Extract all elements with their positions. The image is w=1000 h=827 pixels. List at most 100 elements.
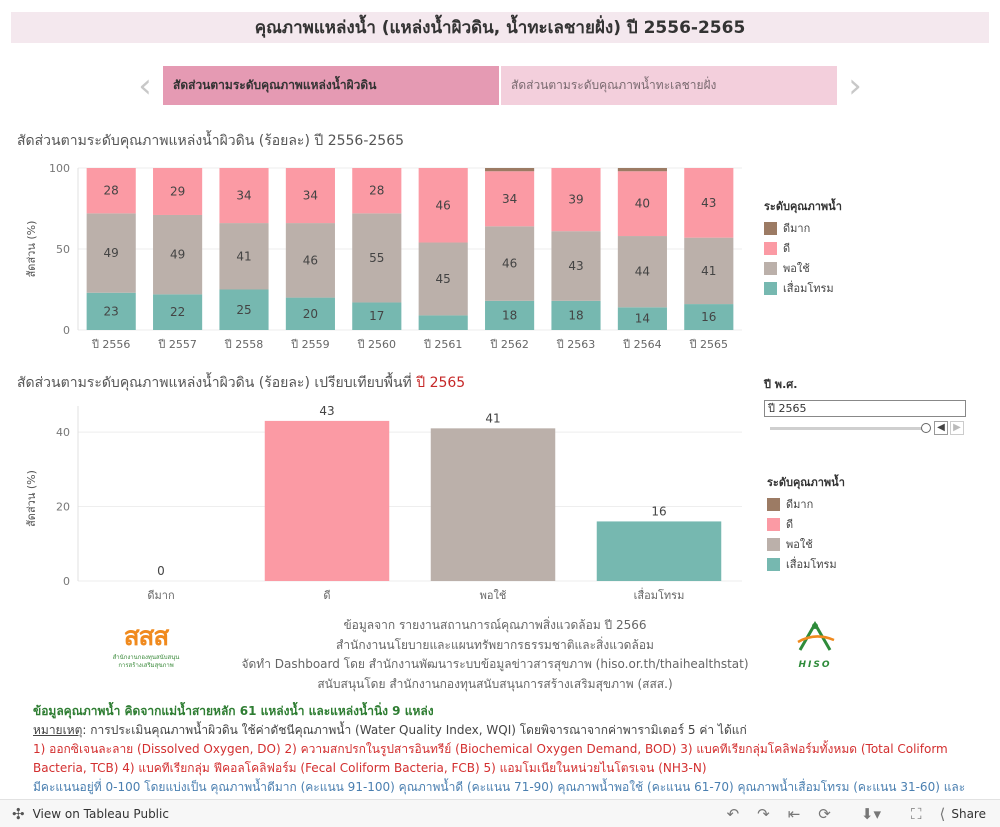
legend-item-poor[interactable]: เสื่อมโทรม bbox=[764, 278, 884, 298]
bar-segment bbox=[352, 302, 402, 330]
caret-left-icon[interactable]: ◀ bbox=[934, 421, 948, 435]
data-label: 39 bbox=[568, 193, 583, 207]
data-label: 43 bbox=[701, 196, 716, 210]
data-label: 29 bbox=[170, 184, 185, 198]
legend-label: พอใช้ bbox=[783, 262, 810, 275]
notes-score-ranges: มีคะแนนอยู่ที่ 0-100 โดยแบ่งเป็น คุณภาพน… bbox=[33, 780, 966, 794]
data-label: 25 bbox=[236, 303, 251, 317]
bar-segment bbox=[285, 297, 335, 330]
bar-segment bbox=[285, 168, 335, 224]
legend-item-fair[interactable]: พอใช้ bbox=[767, 534, 887, 554]
bar-segment bbox=[617, 168, 667, 172]
hiso-logo: HISO bbox=[790, 620, 840, 670]
data-label: 43 bbox=[319, 404, 334, 418]
legend-swatch bbox=[767, 497, 780, 511]
data-label: 49 bbox=[104, 246, 119, 260]
x-tick-label: ปี 2563 bbox=[556, 338, 596, 351]
bar-segment bbox=[352, 213, 402, 303]
notes-block: ข้อมูลคุณภาพน้ำ คิดจากแม่น้ำสายหลัก 61 แ… bbox=[33, 702, 973, 796]
thaihealth-logo: สสส สำนักงานกองทุนสนับสนุน การสร้างเสริม… bbox=[110, 620, 182, 680]
dashboard-title-bar: คุณภาพแหล่งน้ำ (แหล่งน้ำผิวดิน, น้ำทะเลช… bbox=[11, 12, 989, 43]
bar-segment bbox=[551, 300, 601, 330]
chevron-right-icon[interactable]: › bbox=[848, 66, 862, 106]
legend-item-good[interactable]: ดี bbox=[767, 514, 887, 534]
data-label: 55 bbox=[369, 251, 384, 265]
chevron-left-icon[interactable]: ‹ bbox=[138, 66, 152, 106]
legend-item-fair[interactable]: พอใช้ bbox=[764, 258, 884, 278]
share-icon[interactable]: ⟨ bbox=[939, 804, 946, 823]
stacked-bar-chart[interactable]: 0 50 100 สัดส่วน (%) 23 49 28 ปี 2556 22 49 29 ปี 2… bbox=[0, 150, 760, 360]
bar-segment bbox=[153, 294, 203, 330]
legend-swatch bbox=[767, 537, 780, 551]
view-on-tableau-link[interactable]: View on Tableau Public bbox=[32, 806, 169, 821]
dashboard-title: คุณภาพแหล่งน้ำ (แหล่งน้ำผิวดิน, น้ำทะเลช… bbox=[254, 18, 746, 38]
tab-surface-water[interactable]: สัดส่วนตามระดับคุณภาพแหล่งน้ำผิวดิน bbox=[163, 66, 499, 105]
bar-segment bbox=[219, 168, 269, 224]
chart1-title: สัดส่วนตามระดับคุณภาพแหล่งน้ำผิวดิน (ร้อ… bbox=[17, 133, 405, 149]
bar-segment bbox=[86, 213, 136, 293]
bar-chart-by-level[interactable]: 0 20 40 สัดส่วน (%) 0 ดีมาก 43 ดี 41 พอใช้ 16 เสื่อ… bbox=[0, 400, 760, 610]
legend-item-poor[interactable]: เสื่อมโทรม bbox=[767, 554, 887, 574]
hiso-logo-mark-icon bbox=[797, 620, 835, 651]
data-label: 41 bbox=[701, 264, 716, 278]
download-icon[interactable]: ⬇▾ bbox=[860, 804, 881, 823]
data-label: 16 bbox=[651, 504, 666, 518]
bar-segment bbox=[551, 231, 601, 301]
notes-data-scope: ข้อมูลคุณภาพน้ำ คิดจากแม่น้ำสายหลัก 61 แ… bbox=[33, 704, 434, 718]
year-slider-handle[interactable] bbox=[921, 423, 931, 433]
tableau-logo-icon[interactable]: ✣ bbox=[12, 804, 25, 823]
bar-segment bbox=[219, 289, 269, 330]
bar-segment bbox=[418, 315, 468, 330]
bar-segment bbox=[86, 292, 136, 330]
bar-segment bbox=[285, 223, 335, 298]
legend-swatch bbox=[767, 557, 780, 571]
revert-icon[interactable]: ⇤ bbox=[787, 804, 801, 823]
data-label: 41 bbox=[485, 411, 500, 425]
bar-segment bbox=[153, 214, 203, 295]
y-tick-label: 40 bbox=[56, 426, 70, 439]
data-label: 45 bbox=[436, 272, 451, 286]
undo-icon[interactable]: ↶ bbox=[726, 804, 740, 823]
legend-swatch bbox=[764, 281, 777, 295]
refresh-icon[interactable]: ⟳ bbox=[818, 804, 831, 823]
credit-producer[interactable]: จัดทำ Dashboard โดย สำนักงานพัฒนาระบบข้อ… bbox=[241, 657, 749, 671]
x-tick-label: ปี 2561 bbox=[423, 338, 463, 351]
bar-segment bbox=[485, 300, 535, 330]
notes-parameters-1: 1) ออกซิเจนละลาย (Dissolved Oxygen, DO) … bbox=[33, 742, 948, 756]
data-label: 46 bbox=[436, 198, 451, 212]
notes-remark-text: : การประเมินคุณภาพน้ำผิวดิน ใช้ค่าดัชนีค… bbox=[82, 723, 747, 737]
legend-item-good[interactable]: ดี bbox=[764, 238, 884, 258]
x-tick-label: ปี 2562 bbox=[489, 338, 529, 351]
data-label: 18 bbox=[568, 308, 583, 322]
legend-swatch bbox=[764, 261, 777, 275]
year-slider-track[interactable] bbox=[770, 427, 926, 430]
y-tick-label: 100 bbox=[49, 162, 70, 175]
share-button[interactable]: Share bbox=[951, 806, 986, 821]
x-tick-label: พอใช้ bbox=[480, 589, 507, 602]
legend-swatch bbox=[764, 221, 777, 235]
credits-block: ข้อมูลจาก รายงานสถานการณ์คุณภาพสิ่งแวดล้… bbox=[200, 616, 790, 694]
chart2-title: สัดส่วนตามระดับคุณภาพแหล่งน้ำผิวดิน (ร้อ… bbox=[17, 372, 465, 394]
caret-right-icon[interactable]: ▶ bbox=[950, 421, 964, 435]
legend-label: เสื่อมโทรม bbox=[783, 282, 834, 295]
redo-icon[interactable]: ↷ bbox=[757, 804, 770, 823]
fullscreen-icon[interactable]: ⛶ bbox=[910, 804, 922, 823]
bar-segment bbox=[617, 307, 667, 330]
data-label: 16 bbox=[701, 310, 716, 324]
x-tick-label: ดีมาก bbox=[147, 589, 174, 602]
data-label: 43 bbox=[568, 259, 583, 273]
tab-coastal-water[interactable]: สัดส่วนตามระดับคุณภาพน้ำทะเลชายฝั่ง bbox=[501, 66, 837, 105]
legend-label: เสื่อมโทรม bbox=[786, 558, 837, 571]
data-label: 44 bbox=[635, 265, 650, 279]
legend-item-very-good[interactable]: ดีมาก bbox=[767, 494, 887, 514]
legend-swatch bbox=[764, 241, 777, 255]
legend-label: ดีมาก bbox=[783, 222, 811, 235]
legend-item-very-good[interactable]: ดีมาก bbox=[764, 218, 884, 238]
data-label: 28 bbox=[369, 184, 384, 198]
credit-sponsor: สนับสนุนโดย สำนักงานกองทุนสนับสนุนการสร้… bbox=[317, 676, 673, 691]
bar bbox=[596, 521, 722, 581]
bar-segment bbox=[219, 223, 269, 290]
year-filter-input[interactable]: ปี 2565 bbox=[764, 400, 966, 417]
legend-title: ระดับคุณภาพน้ำ bbox=[767, 476, 845, 489]
x-tick-label: ปี 2558 bbox=[224, 338, 264, 351]
